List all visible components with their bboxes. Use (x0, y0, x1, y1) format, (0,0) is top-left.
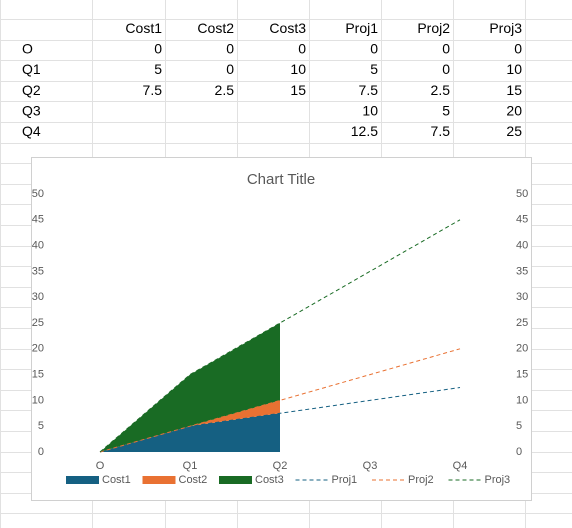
cells: Cost1 Cost2 Cost3 Proj1 Proj2 Proj3 O 0 0 0 0 0 0 Q1 5… (22, 20, 522, 139)
y-tick-label: 25 (32, 317, 44, 329)
cell-value: 25 (506, 123, 522, 139)
y2-tick-label: 45 (516, 214, 528, 226)
legend-swatch (219, 476, 252, 484)
y-tick-label: 40 (32, 240, 44, 252)
x-tick-label: O (96, 460, 105, 472)
y-tick-label: 0 (38, 446, 44, 458)
row-label: Q2 (22, 82, 41, 98)
cell-value: 5 (370, 61, 378, 77)
cell-value: 15 (506, 82, 522, 98)
cell-value: 0 (226, 61, 234, 77)
cell-value: 20 (506, 102, 522, 118)
cell-value: 7.5 (143, 82, 163, 98)
y-tick-label: 50 (32, 188, 44, 200)
cell-value: 0 (226, 41, 234, 57)
column-header: Cost3 (269, 20, 306, 36)
legend-swatch (142, 476, 176, 484)
y2-tick-label: 40 (516, 240, 528, 252)
cell-value: 15 (290, 82, 306, 98)
x-tick-label: Q3 (363, 460, 378, 472)
chart: 0 5 10 15 20 25 30 35 40 45 50 0 5 10 15 20 25 30 35 40 45 50… (32, 188, 529, 486)
line (99, 219, 461, 453)
legend-label: Proj1 (332, 474, 358, 486)
cell-value: 10 (506, 61, 522, 77)
y-tick-label: 10 (32, 394, 44, 406)
y-tick-label: 5 (38, 420, 44, 432)
cell-value: 5 (442, 102, 450, 118)
cell-value: 7.5 (359, 82, 379, 98)
cell-value: 0 (370, 41, 378, 57)
y-tick-label: 30 (32, 291, 44, 303)
row-label: Q1 (22, 61, 41, 77)
chart-title: Chart Title (247, 171, 315, 188)
legend-label: Cost1 (102, 474, 131, 486)
y2-tick-label: 0 (516, 446, 522, 458)
column-header: Cost1 (125, 20, 162, 36)
cell-value: 2.5 (215, 82, 235, 98)
legend-label: Cost2 (179, 474, 208, 486)
cell-value: 5 (154, 61, 162, 77)
y-tick-label: 35 (32, 265, 44, 277)
y-tick-label: 20 (32, 343, 44, 355)
cell-value: 0 (442, 41, 450, 57)
legend-swatch (66, 476, 99, 484)
y2-tick-label: 10 (516, 394, 528, 406)
cell-value: 0 (514, 41, 522, 57)
column-header: Proj3 (489, 20, 522, 36)
legend-label: Cost3 (255, 474, 284, 486)
row-label: O (22, 41, 33, 57)
cell-value: 0 (442, 61, 450, 77)
y2-tick-label: 50 (516, 188, 528, 200)
cell-value: 0 (154, 41, 162, 57)
cell-value: 0 (298, 41, 306, 57)
row-label: Q3 (22, 102, 41, 118)
x-tick-label: Q1 (183, 460, 198, 472)
y-tick-label: 45 (32, 214, 44, 226)
legend-label: Proj3 (485, 474, 511, 486)
row-label: Q4 (22, 123, 41, 139)
y2-tick-label: 15 (516, 369, 528, 381)
column-header: Proj2 (417, 20, 450, 36)
cell-value: 7.5 (431, 123, 451, 139)
x-tick-label: Q4 (453, 460, 468, 472)
column-header: Cost2 (197, 20, 234, 36)
y2-tick-label: 5 (516, 420, 522, 432)
cell-value: 12.5 (351, 123, 378, 139)
area (100, 413, 280, 452)
line (99, 387, 461, 453)
cell-value: 10 (362, 102, 378, 118)
column-header: Proj1 (345, 20, 378, 36)
cell-value: 10 (290, 61, 306, 77)
legend-label: Proj2 (408, 474, 434, 486)
y2-tick-label: 25 (516, 317, 528, 329)
area (100, 323, 280, 452)
y2-tick-label: 35 (516, 265, 528, 277)
x-tick-label: Q2 (273, 460, 288, 472)
y-tick-label: 15 (32, 369, 44, 381)
y2-tick-label: 20 (516, 343, 528, 355)
y2-tick-label: 30 (516, 291, 528, 303)
cell-value: 2.5 (431, 82, 451, 98)
